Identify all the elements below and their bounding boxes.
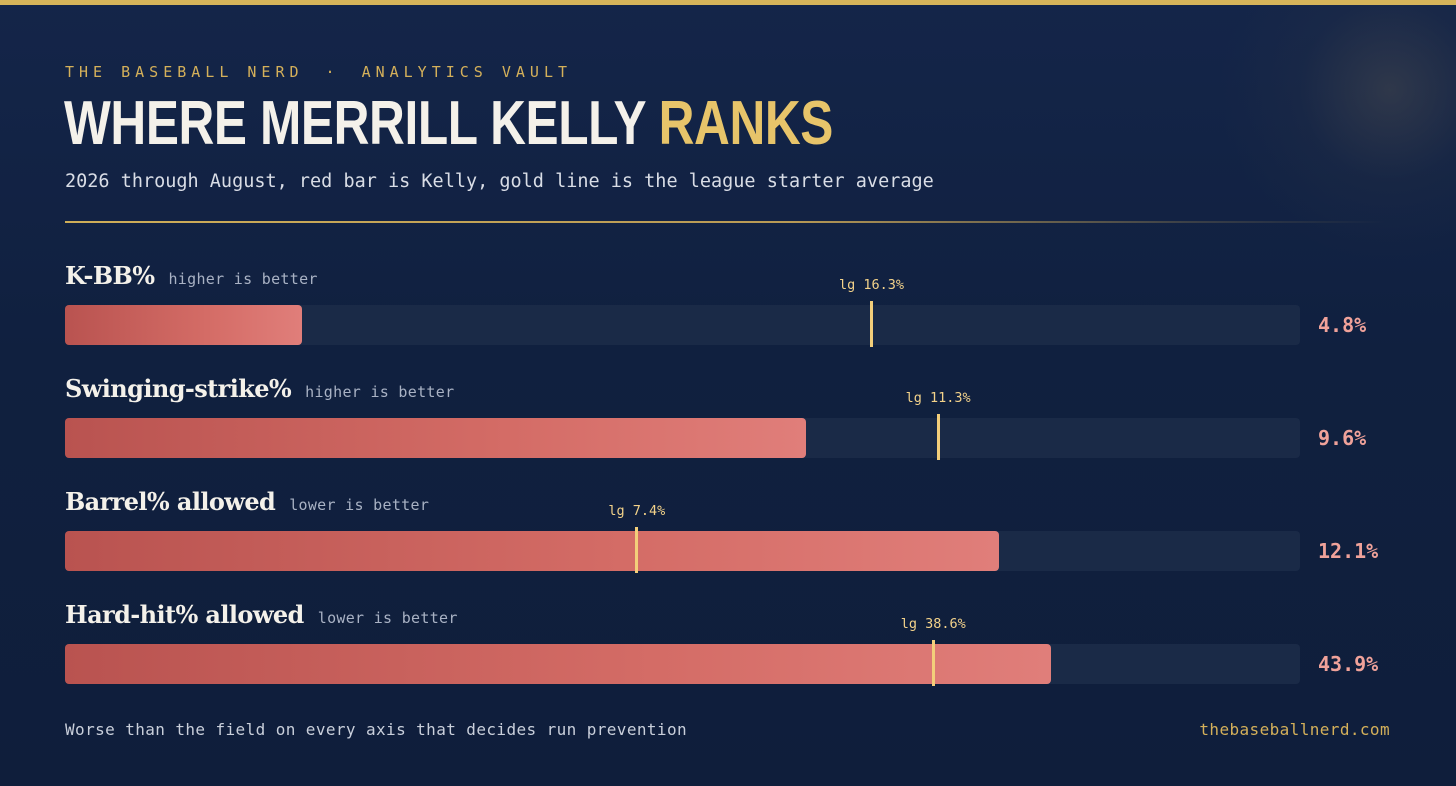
metric-direction-note: lower is better (289, 496, 430, 514)
league-average-label: lg 11.3% (905, 390, 971, 406)
title-main: WHERE MERRILL KELLY (64, 89, 659, 158)
kelly-value-label: 9.6% (1318, 426, 1367, 450)
league-average-line (635, 527, 639, 573)
kelly-bar (65, 531, 999, 571)
bar-track (65, 418, 1300, 458)
kelly-value-label: 4.8% (1318, 313, 1367, 337)
metric-label: Hard-hit% allowed lower is better (65, 600, 458, 629)
kelly-value-label: 43.9% (1318, 652, 1379, 676)
league-average-line (869, 301, 873, 347)
league-average-label: lg 7.4% (608, 503, 666, 519)
kicker-separator: · (325, 63, 340, 81)
bar-track (65, 531, 1300, 571)
bar-track (65, 644, 1300, 684)
league-average-label: lg 38.6% (900, 616, 966, 632)
header-divider (65, 221, 1385, 223)
title-accent: RANKS (658, 89, 834, 158)
metric-name: Hard-hit% allowed (65, 600, 304, 629)
league-average-label: lg 16.3% (838, 277, 904, 293)
kelly-bar (65, 305, 303, 345)
top-accent-bar (0, 0, 1456, 5)
metric-name: Barrel% allowed (65, 487, 276, 516)
metric-label: Swinging-strike% higher is better (65, 374, 454, 403)
subtitle: 2026 through August, red bar is Kelly, g… (65, 171, 934, 192)
kicker-section: ANALYTICS VAULT (361, 63, 573, 81)
kelly-bar (65, 418, 806, 458)
metric-direction-note: lower is better (317, 609, 458, 627)
kelly-value-label: 12.1% (1318, 539, 1379, 563)
metric-name: Swinging-strike% (65, 374, 292, 403)
bar-track (65, 305, 1300, 345)
footnote: Worse than the field on every axis that … (65, 720, 688, 739)
metric-label: K-BB% higher is better (65, 261, 318, 290)
site-link[interactable]: thebaseballnerd.com (1199, 720, 1390, 739)
metric-direction-note: higher is better (168, 270, 318, 288)
kelly-bar (65, 644, 1051, 684)
league-average-line (931, 640, 935, 686)
page-title: WHERE MERRILL KELLY RANKS (64, 84, 833, 164)
metric-name: K-BB% (65, 261, 155, 290)
kicker: THE BASEBALL NERD · ANALYTICS VAULT (65, 63, 572, 81)
metric-label: Barrel% allowed lower is better (65, 487, 429, 516)
league-average-line (936, 414, 940, 460)
kicker-brand: THE BASEBALL NERD (65, 63, 304, 81)
metric-direction-note: higher is better (305, 383, 455, 401)
